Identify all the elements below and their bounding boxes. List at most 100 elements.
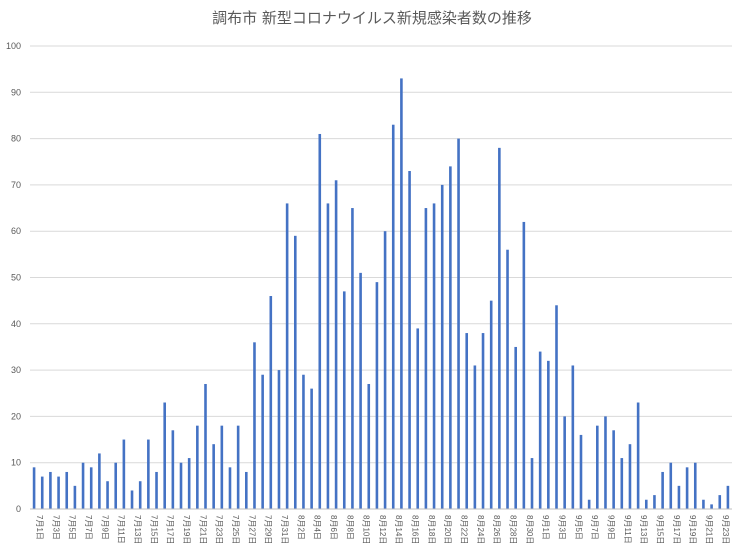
bar-8月4日 <box>310 388 313 509</box>
bar-7月23日 <box>212 444 215 509</box>
bar-8月8日 <box>342 291 346 509</box>
x-tick-label: 9月17日 <box>672 515 681 544</box>
y-tick-label: 90 <box>11 87 21 97</box>
y-tick-label: 30 <box>11 365 21 375</box>
bar-9月21日 <box>702 499 705 509</box>
bar-9月18日 <box>677 485 681 509</box>
bar-7月7日 <box>81 462 85 509</box>
bar-8月14日 <box>391 124 395 510</box>
bar-8月12日 <box>375 282 379 509</box>
bar-7月11日 <box>114 462 118 509</box>
x-tick-label: 9月3日 <box>558 515 567 540</box>
bar-7月31日 <box>277 370 281 509</box>
bar-8月27日 <box>498 147 501 510</box>
y-tick-label: 80 <box>11 134 21 144</box>
x-tick-label: 9月19日 <box>688 515 697 544</box>
bar-8月3日 <box>302 374 305 509</box>
bar-8月11日 <box>367 383 371 509</box>
bars <box>32 78 730 510</box>
x-tick-label: 9月9日 <box>606 515 615 540</box>
x-tick-label: 8月30日 <box>525 515 534 544</box>
bar-9月1日 <box>538 351 542 509</box>
y-axis-ticks: 0 10 20 30 40 50 60 70 80 90 100 <box>6 41 21 514</box>
x-tick-label: 7月15日 <box>149 515 158 544</box>
bar-8月18日 <box>424 208 428 510</box>
bar-9月9日 <box>604 416 607 509</box>
x-tick-label: 7月31日 <box>280 515 289 544</box>
bar-9月16日 <box>661 471 664 509</box>
x-tick-label: 8月12日 <box>378 515 387 544</box>
bar-7月28日 <box>253 342 256 509</box>
x-tick-label: 8月20日 <box>443 515 452 544</box>
bar-8月17日 <box>416 328 420 509</box>
bar-8月7日 <box>334 180 338 509</box>
bar-7月30日 <box>269 296 273 509</box>
x-tick-label: 8月14日 <box>394 515 403 544</box>
bar-8月10日 <box>359 272 362 509</box>
bar-8月26日 <box>489 300 493 509</box>
y-tick-label: 10 <box>11 458 21 468</box>
bar-7月13日 <box>130 490 134 509</box>
bar-7月2日 <box>40 476 44 509</box>
bar-7月1日 <box>32 467 36 509</box>
bar-9月11日 <box>620 458 624 509</box>
bar-8月5日 <box>318 133 322 509</box>
x-tick-label: 7月1日 <box>35 515 44 540</box>
bar-7月19日 <box>179 462 183 509</box>
y-tick-label: 0 <box>16 504 21 514</box>
x-tick-label: 8月18日 <box>427 515 436 544</box>
bar-7月10日 <box>106 481 109 509</box>
bar-9月23日 <box>718 495 722 509</box>
bar-7月27日 <box>245 471 248 509</box>
bar-9月2日 <box>547 360 550 509</box>
x-tick-label: 8月16日 <box>411 515 420 544</box>
bar-9月10日 <box>612 430 615 509</box>
bar-7月15日 <box>147 439 150 509</box>
bar-7月24日 <box>220 425 224 509</box>
bar-7月25日 <box>228 467 232 509</box>
x-tick-label: 8月24日 <box>476 515 485 544</box>
y-tick-label: 20 <box>11 411 21 421</box>
bar-7月22日 <box>204 383 207 509</box>
bar-8月16日 <box>408 171 411 509</box>
x-tick-label: 7月17日 <box>166 515 175 544</box>
bar-7月8日 <box>89 467 93 509</box>
x-tick-label: 7月19日 <box>182 515 191 544</box>
bar-8月15日 <box>400 78 403 509</box>
bar-7月4日 <box>57 476 60 509</box>
bar-8月21日 <box>449 166 452 509</box>
bar-9月20日 <box>693 462 697 509</box>
x-tick-label: 9月1日 <box>541 515 550 540</box>
y-tick-label: 40 <box>11 319 21 329</box>
x-tick-label: 8月26日 <box>492 515 501 544</box>
bar-9月15日 <box>653 495 656 509</box>
bar-7月12日 <box>122 439 126 509</box>
bar-9月13日 <box>636 402 640 509</box>
bar-7月26日 <box>236 425 240 509</box>
y-tick-label: 100 <box>6 41 21 51</box>
bar-7月14日 <box>138 481 142 509</box>
bar-9月3日 <box>555 305 558 509</box>
x-tick-label: 7月27日 <box>247 515 256 544</box>
bar-9月14日 <box>644 499 648 509</box>
bar-7月17日 <box>163 402 166 509</box>
bar-8月1日 <box>285 203 289 510</box>
bar-9月8日 <box>596 425 599 509</box>
x-tick-label: 7月21日 <box>198 515 207 544</box>
bar-7月21日 <box>196 425 199 509</box>
bar-8月20日 <box>440 184 444 509</box>
y-tick-label: 60 <box>11 226 21 236</box>
bar-7月3日 <box>49 471 52 509</box>
bar-8月29日 <box>514 346 517 509</box>
x-tick-label: 8月8日 <box>345 515 354 540</box>
bar-9月4日 <box>563 416 566 509</box>
x-tick-label: 7月13日 <box>133 515 142 544</box>
x-tick-label: 8月6日 <box>329 515 338 540</box>
x-tick-label: 7月23日 <box>215 515 224 544</box>
x-tick-label: 8月4日 <box>313 515 322 540</box>
x-tick-label: 9月13日 <box>639 515 648 544</box>
bar-9月5日 <box>571 365 575 509</box>
x-tick-label: 8月22日 <box>460 515 469 544</box>
x-tick-label: 9月7日 <box>590 515 599 540</box>
